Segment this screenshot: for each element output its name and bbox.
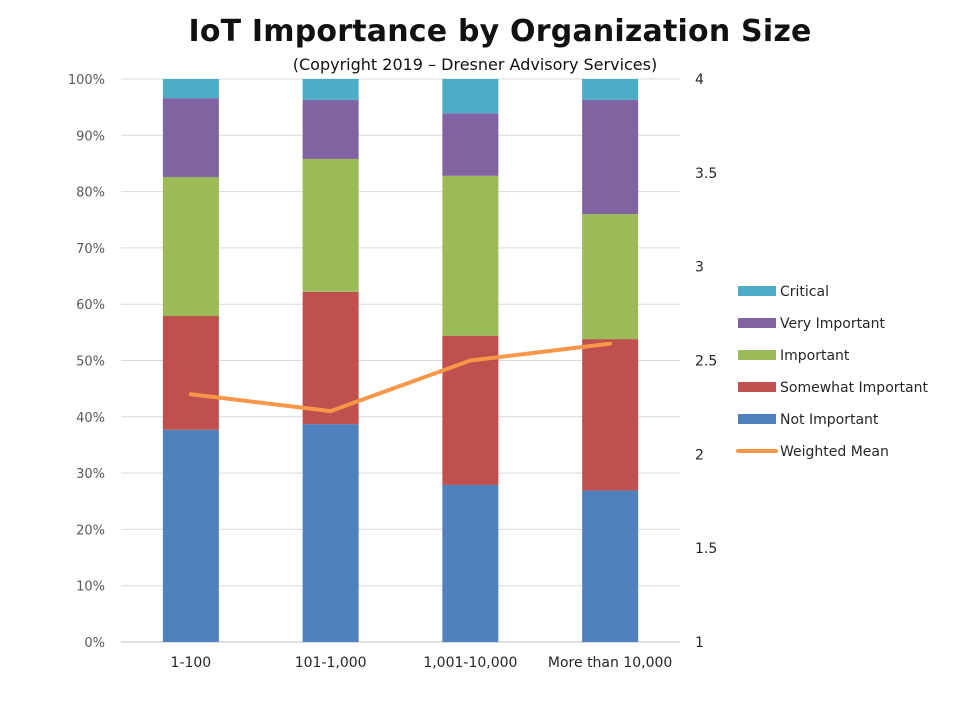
bar-segment-not-important	[162, 429, 219, 642]
y2-tick-label: 1	[695, 635, 704, 651]
bar-segment-important	[302, 158, 359, 292]
y2-tick-label: 3.5	[695, 166, 717, 182]
y2-tick-label: 2	[695, 447, 704, 463]
legend-swatch	[738, 414, 776, 424]
chart-title: IoT Importance by Organization Size	[188, 14, 812, 49]
bar-segment-critical	[442, 79, 499, 114]
legend-swatch	[738, 318, 776, 328]
legend-label: Weighted Mean	[780, 444, 889, 460]
bar-segment-not-important	[582, 490, 639, 642]
y-tick-label: 40%	[76, 411, 105, 426]
legend-label: Very Important	[780, 316, 886, 332]
legend-swatch	[738, 382, 776, 392]
legend: Critical Very Important Important Somewhat …	[736, 284, 928, 460]
legend-swatch	[738, 350, 776, 360]
y-tick-label: 10%	[76, 580, 105, 595]
chart-subtitle: (Copyright 2019 – Dresner Advisory Servi…	[292, 55, 658, 74]
legend-swatch	[738, 286, 776, 296]
bar-segment-very-important	[582, 99, 639, 215]
legend-label: Not Important	[780, 412, 879, 428]
y2-tick-label: 4	[695, 72, 704, 88]
bar-segment-somewhat-important	[582, 339, 639, 491]
weighted-mean-polyline	[188, 341, 613, 414]
y-tick-label: 90%	[76, 129, 105, 144]
bar-segment-important	[162, 176, 219, 317]
y-tick-label: 80%	[76, 186, 105, 201]
x-tick-label: 101-1,000	[295, 655, 367, 671]
legend-item-important: Important	[738, 348, 850, 364]
x-axis: 1-100 101-1,000 1,001-10,000 More than 10,0…	[171, 655, 673, 671]
bar-segment-somewhat-important	[162, 316, 219, 430]
bars	[162, 79, 639, 642]
legend-label: Important	[780, 348, 850, 364]
legend-item-somewhat-important: Somewhat Important	[738, 380, 928, 396]
bar-segment-critical	[582, 79, 639, 100]
legend-label: Critical	[780, 284, 829, 300]
x-tick-label: 1-100	[171, 655, 212, 671]
weighted-mean-line	[188, 341, 613, 414]
bar-segment-very-important	[442, 113, 499, 176]
legend-item-critical: Critical	[738, 284, 829, 300]
y2-tick-label: 3	[695, 260, 704, 276]
y-axis-left: 0% 10% 20% 30% 40% 50% 60% 70% 80% 90% 100%	[68, 73, 105, 651]
bar-segment-critical	[302, 79, 359, 100]
y-tick-label: 70%	[76, 242, 105, 257]
bar-segment-critical	[162, 79, 219, 99]
y-tick-label: 0%	[84, 636, 105, 651]
y-tick-label: 100%	[68, 73, 105, 88]
x-tick-label: More than 10,000	[548, 655, 672, 671]
bar-segment-not-important	[302, 424, 359, 642]
bar-segment-important	[582, 214, 639, 340]
legend-item-very-important: Very Important	[738, 316, 886, 332]
legend-item-not-important: Not Important	[738, 412, 879, 428]
y-tick-label: 50%	[76, 355, 105, 370]
y-axis-right: 1 1.5 2 2.5 3 3.5 4	[695, 72, 717, 651]
bar-segment-very-important	[302, 99, 359, 159]
bar-segment-somewhat-important	[302, 291, 359, 425]
bar-segment-important	[442, 175, 499, 336]
legend-item-weighted-mean: Weighted Mean	[736, 444, 889, 460]
y-tick-label: 60%	[76, 298, 105, 313]
y2-tick-label: 2.5	[695, 354, 717, 370]
y2-tick-label: 1.5	[695, 541, 717, 557]
x-tick-label: 1,001-10,000	[423, 655, 517, 671]
y-tick-label: 20%	[76, 523, 105, 538]
legend-label: Somewhat Important	[780, 380, 928, 396]
bar-segment-very-important	[162, 98, 219, 177]
y-tick-label: 30%	[76, 467, 105, 482]
bar-segment-not-important	[442, 484, 499, 642]
